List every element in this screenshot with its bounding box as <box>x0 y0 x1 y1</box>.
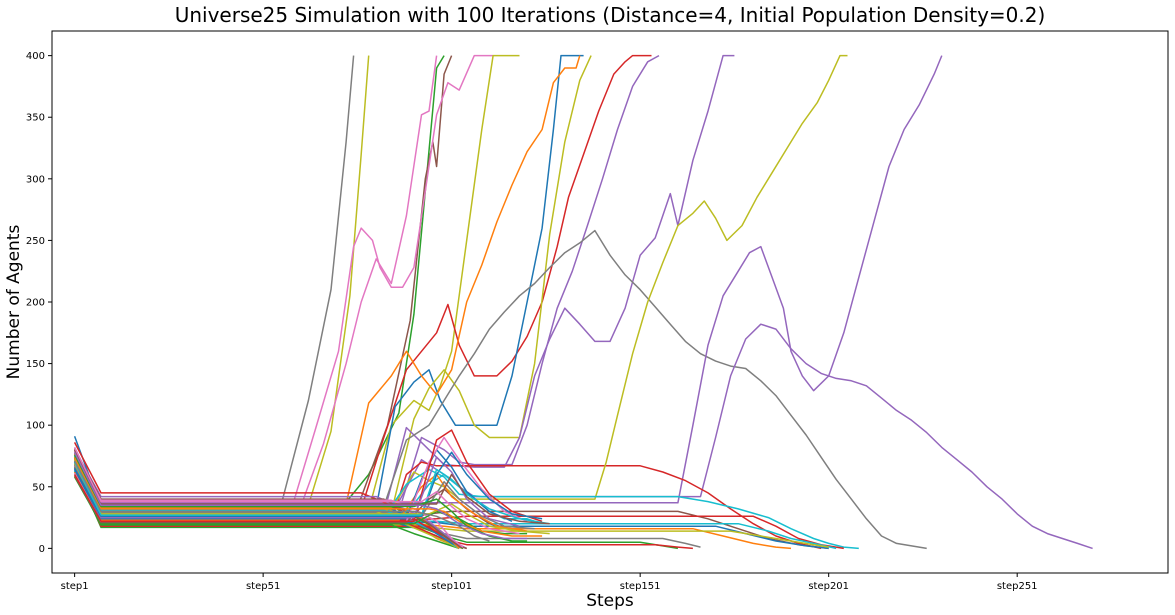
x-axis: step1 step51 step101 step151 step201 step251 <box>61 573 1038 592</box>
y-tick-label: 250 <box>26 236 45 247</box>
x-axis-label: Steps <box>586 591 634 611</box>
series-line-10 <box>73 55 581 505</box>
y-tick-label: 350 <box>26 113 45 124</box>
series-line-59 <box>73 449 550 525</box>
y-tick-label: 50 <box>32 482 45 493</box>
y-tick-label: 0 <box>39 544 45 555</box>
series-line-9 <box>73 54 584 509</box>
series-line-57 <box>73 461 550 525</box>
series-line-31 <box>73 474 460 550</box>
series-line-56 <box>73 451 543 520</box>
series-line-11 <box>73 55 592 514</box>
series-line-63 <box>73 460 490 542</box>
series-line-16 <box>73 55 943 504</box>
x-tick-label: step101 <box>431 581 472 592</box>
series-line-8 <box>73 54 652 510</box>
x-tick-label: step201 <box>808 581 849 592</box>
x-tick-label: step251 <box>997 581 1038 592</box>
plot-frame <box>51 30 1169 574</box>
y-axis-label: Number of Agents <box>4 225 24 380</box>
series-line-47 <box>73 476 528 535</box>
y-tick-label: 400 <box>26 51 45 62</box>
series-line-58 <box>73 456 543 537</box>
series-line-42 <box>73 442 467 550</box>
series-line-13 <box>73 54 735 515</box>
y-tick-label: 100 <box>26 421 45 432</box>
y-axis: 0 50 100 150 200 250 300 350 400 <box>26 51 52 555</box>
series-line-14 <box>73 229 927 550</box>
series-line-19 <box>73 468 859 550</box>
series-line-60 <box>73 447 520 535</box>
series-line-44 <box>73 448 467 550</box>
y-tick-label: 150 <box>26 359 45 370</box>
x-tick-label: step51 <box>246 581 280 592</box>
series-line-52 <box>73 429 543 523</box>
chart-title: Universe25 Simulation with 100 Iteration… <box>175 3 1046 27</box>
series-line-55 <box>73 463 550 535</box>
series-line-61 <box>73 454 528 542</box>
series-line-4 <box>73 55 453 509</box>
y-tick-label: 200 <box>26 298 45 309</box>
series-layer <box>73 54 1093 550</box>
series-line-1 <box>73 55 355 503</box>
series-line-28 <box>73 467 693 550</box>
series-line-12 <box>73 54 660 513</box>
series-line-5 <box>73 54 494 504</box>
x-tick-label: step151 <box>620 581 661 592</box>
x-tick-label: step1 <box>61 581 89 592</box>
y-tick-label: 300 <box>26 174 45 185</box>
series-line-62 <box>73 451 528 540</box>
